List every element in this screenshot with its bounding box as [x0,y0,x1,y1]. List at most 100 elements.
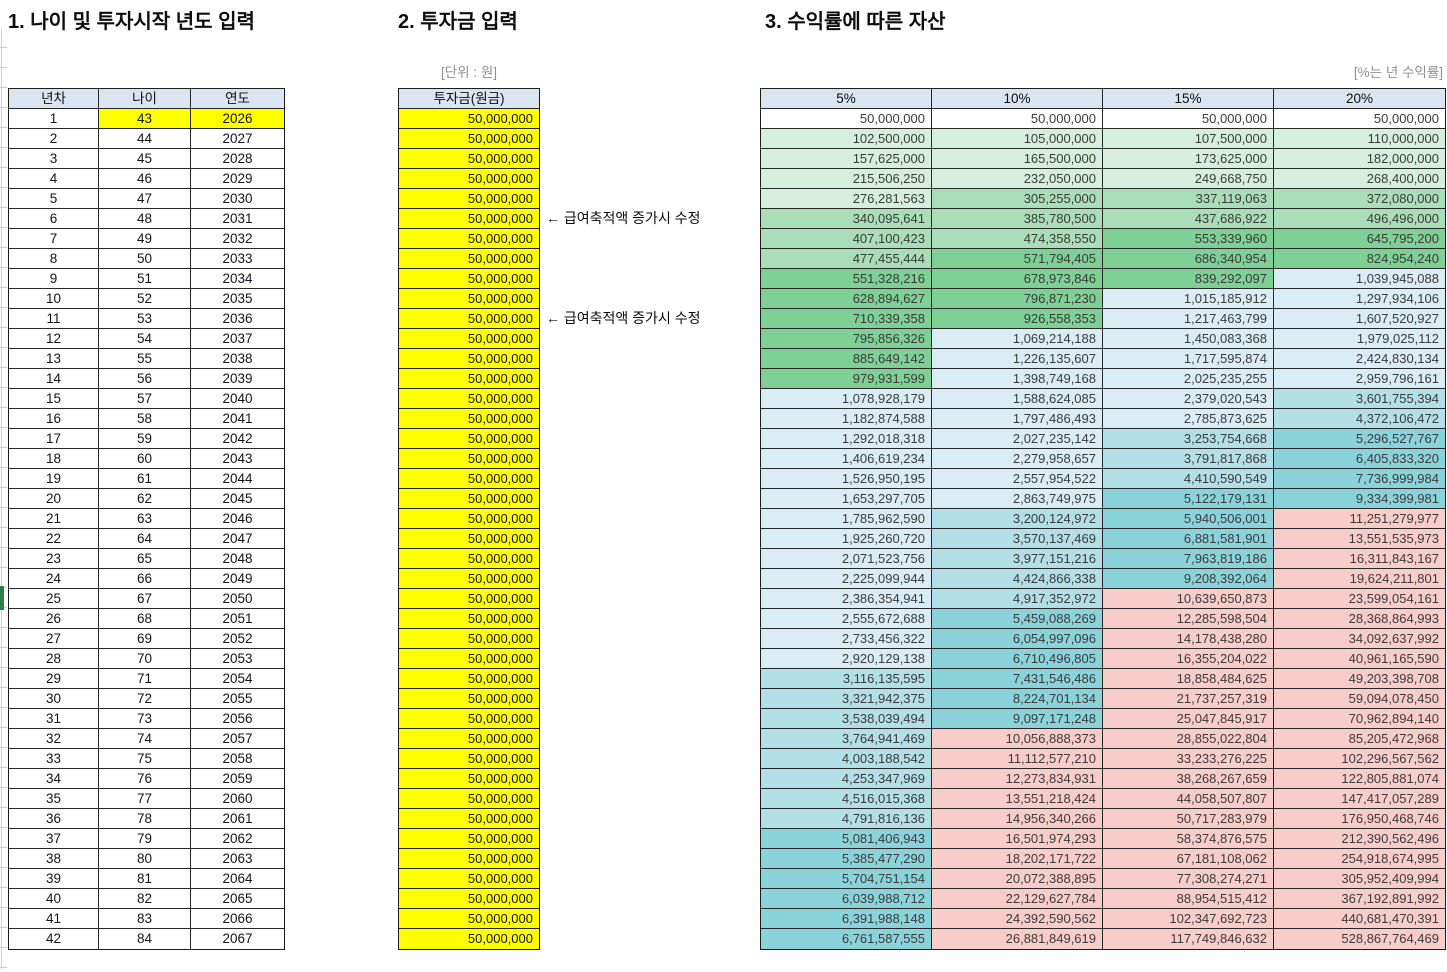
cell-investment-29[interactable]: 50,000,000 [399,669,539,689]
cell-return-15pct-6[interactable]: 437,686,922 [1103,209,1274,229]
cell-return-5pct-13[interactable]: 885,649,142 [761,349,932,369]
cell-return-10pct-19[interactable]: 2,557,954,522 [932,469,1103,489]
cell-return-10pct-39[interactable]: 20,072,388,895 [932,869,1103,889]
cell-return-10pct-27[interactable]: 6,054,997,096 [932,629,1103,649]
cell-return-20pct-33[interactable]: 102,296,567,562 [1274,749,1445,769]
cell-return-15pct-14[interactable]: 2,025,235,255 [1103,369,1274,389]
cell-return-5pct-39[interactable]: 5,704,751,154 [761,869,932,889]
cell-return-15pct-40[interactable]: 88,954,515,412 [1103,889,1274,909]
cell-return-15pct-15[interactable]: 2,379,020,543 [1103,389,1274,409]
cell-return-10pct-2[interactable]: 105,000,000 [932,129,1103,149]
cell-return-20pct-17[interactable]: 5,296,527,767 [1274,429,1445,449]
cell-investment-17[interactable]: 50,000,000 [399,429,539,449]
cell-investment-20[interactable]: 50,000,000 [399,489,539,509]
cell-return-5pct-23[interactable]: 2,071,523,756 [761,549,932,569]
cell-return-10pct-23[interactable]: 3,977,151,216 [932,549,1103,569]
cell-return-20pct-1[interactable]: 50,000,000 [1274,109,1445,129]
cell-return-10pct-28[interactable]: 6,710,496,805 [932,649,1103,669]
cell-return-5pct-34[interactable]: 4,253,347,969 [761,769,932,789]
cell-return-5pct-31[interactable]: 3,538,039,494 [761,709,932,729]
cell-age-12[interactable]: 54 [99,329,191,349]
cell-year-8[interactable]: 2033 [191,249,284,269]
cell-age-37[interactable]: 79 [99,829,191,849]
cell-year-6[interactable]: 2031 [191,209,284,229]
cell-age-32[interactable]: 74 [99,729,191,749]
cell-year-29[interactable]: 2054 [191,669,284,689]
cell-age-15[interactable]: 57 [99,389,191,409]
cell-age-8[interactable]: 50 [99,249,191,269]
cell-return-15pct-42[interactable]: 117,749,846,632 [1103,929,1274,949]
cell-return-10pct-17[interactable]: 2,027,235,142 [932,429,1103,449]
cell-return-5pct-21[interactable]: 1,785,962,590 [761,509,932,529]
cell-return-15pct-41[interactable]: 102,347,692,723 [1103,909,1274,929]
cell-year-28[interactable]: 2053 [191,649,284,669]
cell-return-5pct-2[interactable]: 102,500,000 [761,129,932,149]
cell-return-20pct-31[interactable]: 70,962,894,140 [1274,709,1445,729]
cell-return-5pct-32[interactable]: 3,764,941,469 [761,729,932,749]
cell-return-20pct-38[interactable]: 254,918,674,995 [1274,849,1445,869]
col-header-15pct[interactable]: 15% [1103,89,1274,109]
cell-return-20pct-30[interactable]: 59,094,078,450 [1274,689,1445,709]
cell-yearnum-4[interactable]: 4 [9,169,99,189]
cell-age-11[interactable]: 53 [99,309,191,329]
cell-investment-5[interactable]: 50,000,000 [399,189,539,209]
cell-return-15pct-16[interactable]: 2,785,873,625 [1103,409,1274,429]
cell-year-22[interactable]: 2047 [191,529,284,549]
cell-return-5pct-10[interactable]: 628,894,627 [761,289,932,309]
cell-yearnum-21[interactable]: 21 [9,509,99,529]
cell-age-19[interactable]: 61 [99,469,191,489]
cell-age-18[interactable]: 60 [99,449,191,469]
cell-year-42[interactable]: 2067 [191,929,284,949]
cell-return-5pct-33[interactable]: 4,003,188,542 [761,749,932,769]
cell-return-15pct-24[interactable]: 9,208,392,064 [1103,569,1274,589]
cell-yearnum-26[interactable]: 26 [9,609,99,629]
cell-age-10[interactable]: 52 [99,289,191,309]
cell-return-20pct-18[interactable]: 6,405,833,320 [1274,449,1445,469]
cell-return-20pct-10[interactable]: 1,297,934,106 [1274,289,1445,309]
cell-return-5pct-18[interactable]: 1,406,619,234 [761,449,932,469]
cell-yearnum-28[interactable]: 28 [9,649,99,669]
cell-age-35[interactable]: 77 [99,789,191,809]
cell-investment-39[interactable]: 50,000,000 [399,869,539,889]
cell-return-10pct-40[interactable]: 22,129,627,784 [932,889,1103,909]
cell-investment-33[interactable]: 50,000,000 [399,749,539,769]
cell-investment-15[interactable]: 50,000,000 [399,389,539,409]
cell-return-10pct-8[interactable]: 571,794,405 [932,249,1103,269]
cell-investment-24[interactable]: 50,000,000 [399,569,539,589]
cell-age-26[interactable]: 68 [99,609,191,629]
cell-yearnum-5[interactable]: 5 [9,189,99,209]
cell-return-15pct-11[interactable]: 1,217,463,799 [1103,309,1274,329]
cell-investment-12[interactable]: 50,000,000 [399,329,539,349]
cell-return-15pct-21[interactable]: 5,940,506,001 [1103,509,1274,529]
cell-age-42[interactable]: 84 [99,929,191,949]
cell-return-5pct-3[interactable]: 157,625,000 [761,149,932,169]
cell-return-15pct-29[interactable]: 18,858,484,625 [1103,669,1274,689]
cell-return-20pct-11[interactable]: 1,607,520,927 [1274,309,1445,329]
cell-return-5pct-16[interactable]: 1,182,874,588 [761,409,932,429]
cell-investment-1[interactable]: 50,000,000 [399,109,539,129]
cell-return-20pct-9[interactable]: 1,039,945,088 [1274,269,1445,289]
cell-yearnum-1[interactable]: 1 [9,109,99,129]
cell-return-10pct-3[interactable]: 165,500,000 [932,149,1103,169]
cell-investment-19[interactable]: 50,000,000 [399,469,539,489]
cell-yearnum-7[interactable]: 7 [9,229,99,249]
cell-return-10pct-1[interactable]: 50,000,000 [932,109,1103,129]
cell-yearnum-10[interactable]: 10 [9,289,99,309]
cell-year-23[interactable]: 2048 [191,549,284,569]
cell-return-20pct-14[interactable]: 2,959,796,161 [1274,369,1445,389]
cell-year-3[interactable]: 2028 [191,149,284,169]
cell-return-15pct-35[interactable]: 44,058,507,807 [1103,789,1274,809]
cell-investment-25[interactable]: 50,000,000 [399,589,539,609]
cell-return-15pct-20[interactable]: 5,122,179,131 [1103,489,1274,509]
cell-return-20pct-42[interactable]: 528,867,764,469 [1274,929,1445,949]
cell-year-35[interactable]: 2060 [191,789,284,809]
cell-age-17[interactable]: 59 [99,429,191,449]
cell-yearnum-8[interactable]: 8 [9,249,99,269]
cell-return-10pct-9[interactable]: 678,973,846 [932,269,1103,289]
cell-yearnum-39[interactable]: 39 [9,869,99,889]
cell-yearnum-25[interactable]: 25 [9,589,99,609]
cell-year-11[interactable]: 2036 [191,309,284,329]
cell-year-31[interactable]: 2056 [191,709,284,729]
cell-year-7[interactable]: 2032 [191,229,284,249]
cell-return-10pct-29[interactable]: 7,431,546,486 [932,669,1103,689]
